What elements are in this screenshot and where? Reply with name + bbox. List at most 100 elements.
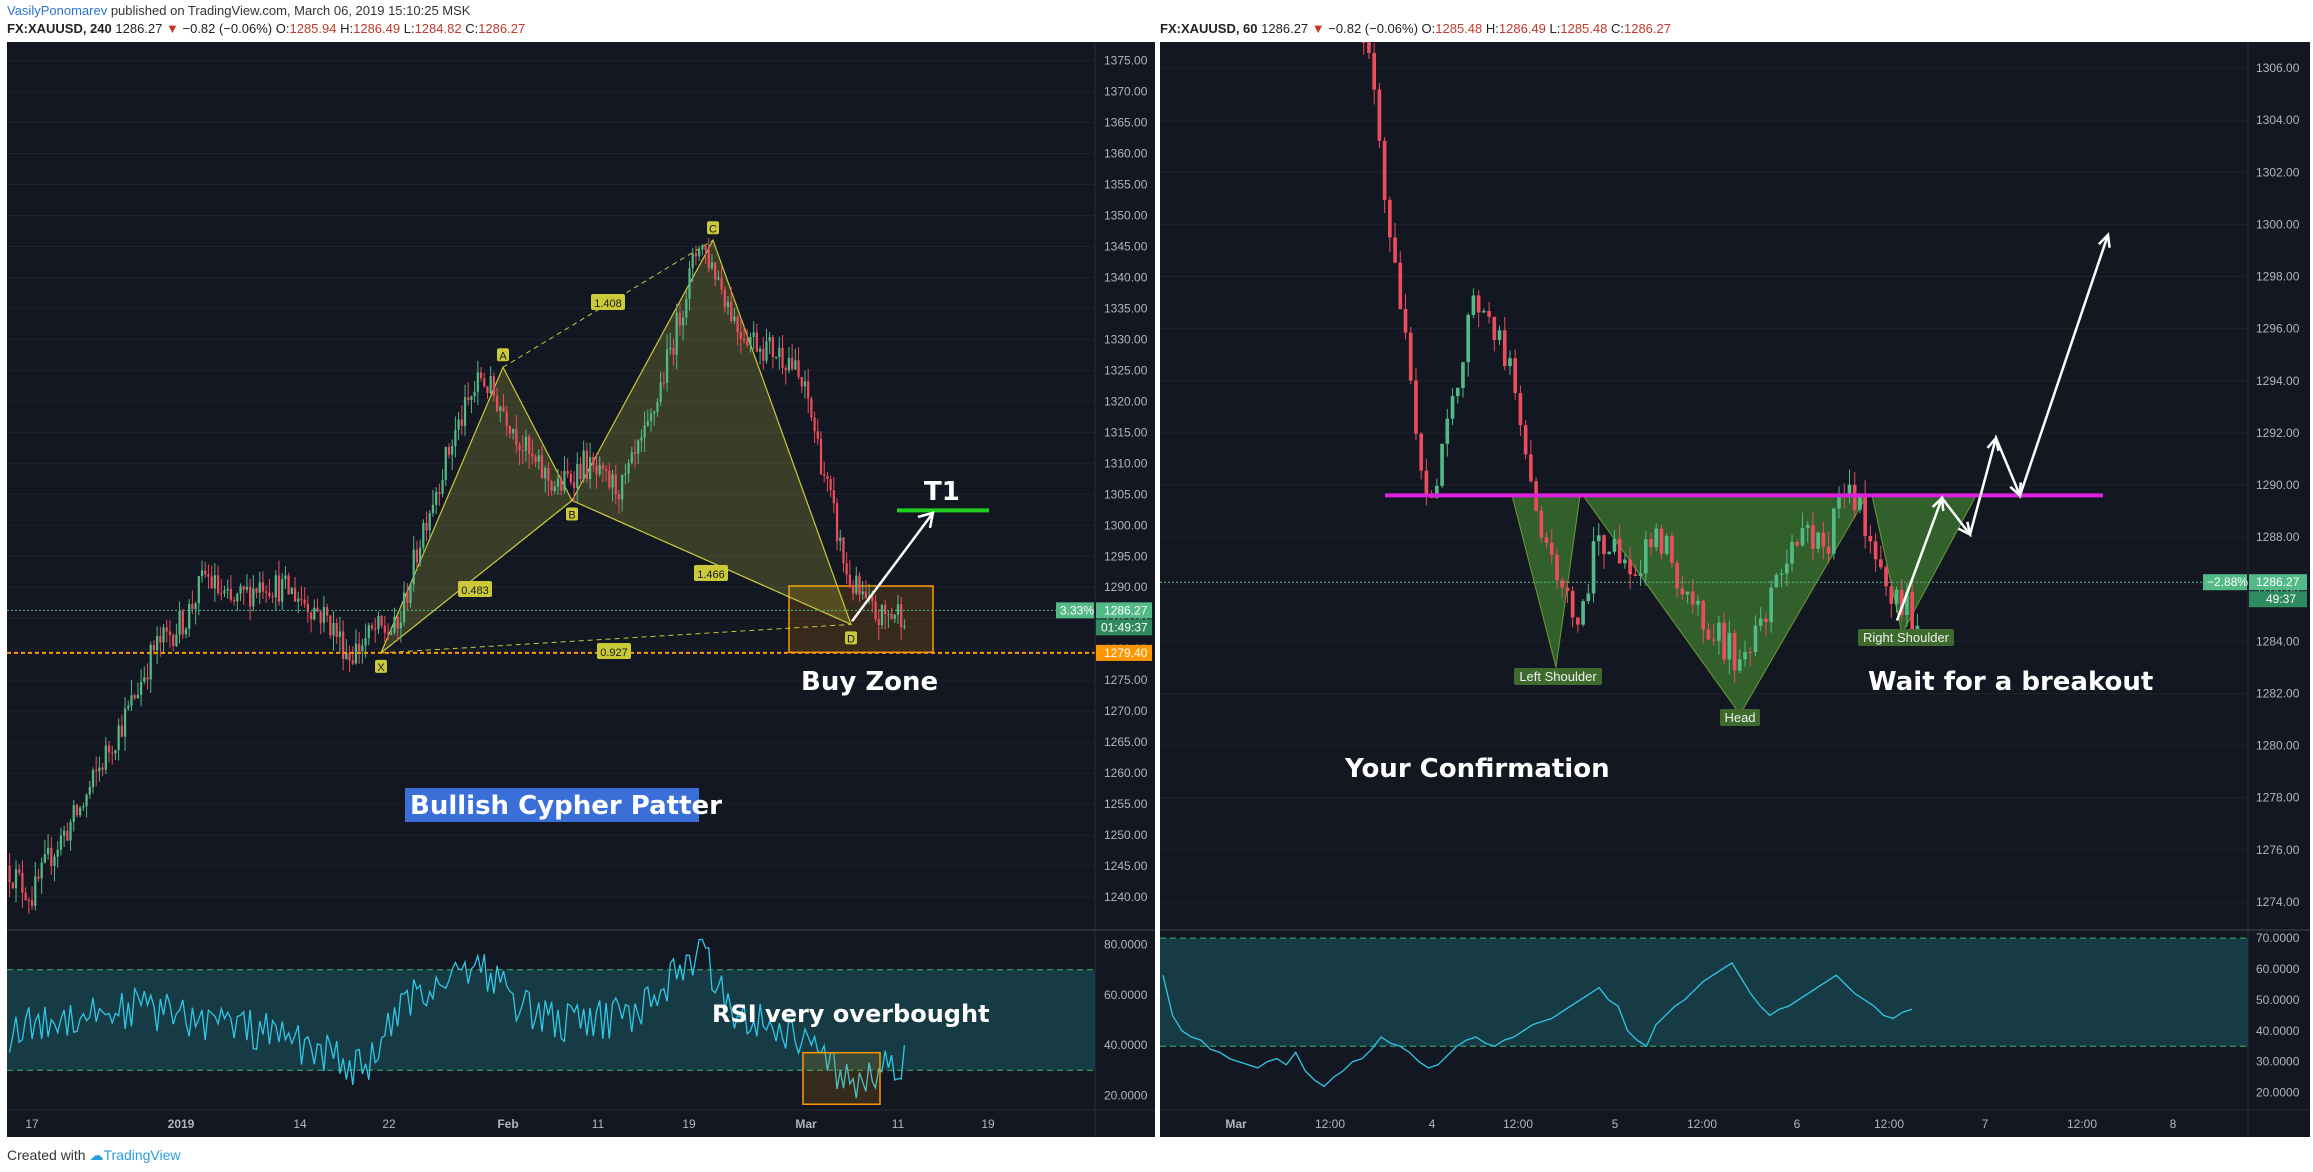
candle [900, 604, 903, 628]
candle [685, 298, 688, 318]
candle [402, 592, 406, 623]
candle [553, 486, 556, 491]
point-label: C [709, 223, 717, 235]
cypher-triangle-xab [380, 365, 573, 654]
time-tick-label: 12:00 [2067, 1117, 2097, 1131]
time-tick-label: 4 [1429, 1117, 1436, 1131]
candle [438, 492, 441, 494]
right-close-label: C: [1610, 21, 1624, 36]
time-tick-label: Feb [497, 1117, 518, 1131]
candle [380, 615, 383, 626]
candle [1628, 559, 1632, 575]
candle [43, 854, 47, 863]
candle [829, 478, 832, 491]
hs-label-background [1514, 668, 1602, 685]
candle [374, 628, 377, 630]
candle [332, 622, 335, 636]
candle [249, 586, 252, 607]
price-tick-label: 1315.00 [1104, 425, 1148, 439]
cypher-ratios: 1.408 0.483 1.466 0.927 [458, 294, 728, 659]
point-label: B [568, 509, 575, 521]
right-symbol[interactable]: FX:XAUUSD, 60 [1160, 21, 1258, 36]
candle [473, 391, 476, 397]
candle [98, 767, 101, 771]
candle [688, 268, 691, 299]
price-tick-label: 1302.00 [2256, 165, 2300, 179]
candle [495, 395, 499, 411]
countdown-tag [2249, 591, 2307, 608]
price-tick-label: 1240.00 [1104, 890, 1148, 904]
tradingview-link[interactable]: TradingView [103, 1147, 181, 1163]
candle [82, 806, 85, 808]
candle [361, 645, 364, 652]
time-tick-label: 17 [25, 1117, 39, 1131]
candle [1915, 625, 1920, 630]
candle [184, 628, 188, 635]
candle [1497, 330, 1502, 340]
arrow-head [1931, 495, 1945, 512]
candle [197, 576, 200, 604]
price-tick-label: 1330.00 [1104, 332, 1148, 346]
hs-label-background [1720, 709, 1760, 726]
candle [1811, 525, 1815, 549]
candle [293, 587, 297, 602]
ratio-label: 1.408 [594, 298, 622, 310]
candle [1805, 525, 1810, 529]
candle [508, 426, 512, 434]
price-tick-label: 1288.00 [2256, 530, 2300, 544]
arrow-head [1986, 435, 2000, 452]
ratio-marker [597, 643, 631, 659]
candle [704, 245, 707, 251]
candle [88, 787, 91, 795]
candle [200, 570, 204, 577]
rsi-annotation: RSI very overbought [712, 1000, 990, 1028]
candle [1638, 573, 1643, 576]
candle [819, 438, 823, 475]
left-time-axis[interactable]: 17 2019 14 22 Feb 11 19 Mar 11 19 [25, 1117, 995, 1131]
candle [223, 590, 226, 594]
candle [662, 382, 665, 384]
candle [1868, 535, 1873, 542]
right-rsi-axis[interactable]: 20.0000 30.0000 40.0000 50.0000 60.0000 70.00… [2256, 931, 2300, 1099]
candle [470, 396, 473, 400]
right-rsi-band [1160, 938, 2248, 1047]
candle [1403, 309, 1408, 333]
left-rsi-axis[interactable]: 20.0000 40.0000 60.0000 80.0000 [1104, 938, 1148, 1103]
price-tick-label: 1298.00 [2256, 270, 2300, 284]
candle [101, 767, 104, 770]
candle [418, 547, 422, 563]
candle [1800, 528, 1805, 546]
candle [794, 360, 797, 370]
time-tick-label: 6 [1794, 1117, 1801, 1131]
candle [1685, 591, 1690, 595]
candle [245, 586, 249, 590]
candle [617, 494, 621, 500]
candle [627, 463, 630, 474]
time-tick-label: 11 [892, 1117, 905, 1131]
candle [229, 588, 233, 600]
right-time-axis[interactable]: Mar 12:00 4 12:00 5 12:00 6 12:00 7 12:00 8 [1225, 1117, 2176, 1131]
price-tick-label: 1375.00 [1104, 54, 1148, 68]
candle [1701, 600, 1706, 630]
candle [643, 425, 646, 438]
candle [338, 631, 342, 637]
candle [694, 253, 698, 257]
left-open-label: O: [275, 21, 290, 36]
price-tick-label: 1296.00 [2256, 322, 2300, 336]
candle [399, 622, 402, 629]
author-link[interactable]: VasilyPonomarev [7, 3, 108, 18]
hs-label: Right Shoulder [1863, 630, 1950, 645]
left-symbol[interactable]: FX:XAUUSD, 240 [7, 21, 112, 36]
point-marker [375, 659, 387, 673]
candle [431, 504, 435, 514]
breakout-projection-path [1895, 234, 2110, 621]
candle [1680, 588, 1685, 595]
left-open: 1285.94 [289, 21, 337, 36]
right-high: 1286.49 [1498, 21, 1546, 36]
candle [91, 770, 95, 788]
candle [422, 522, 425, 548]
candle [172, 635, 175, 647]
candle [159, 636, 162, 643]
time-tick-label: Mar [795, 1117, 817, 1131]
time-tick-label: 12:00 [1687, 1117, 1717, 1131]
